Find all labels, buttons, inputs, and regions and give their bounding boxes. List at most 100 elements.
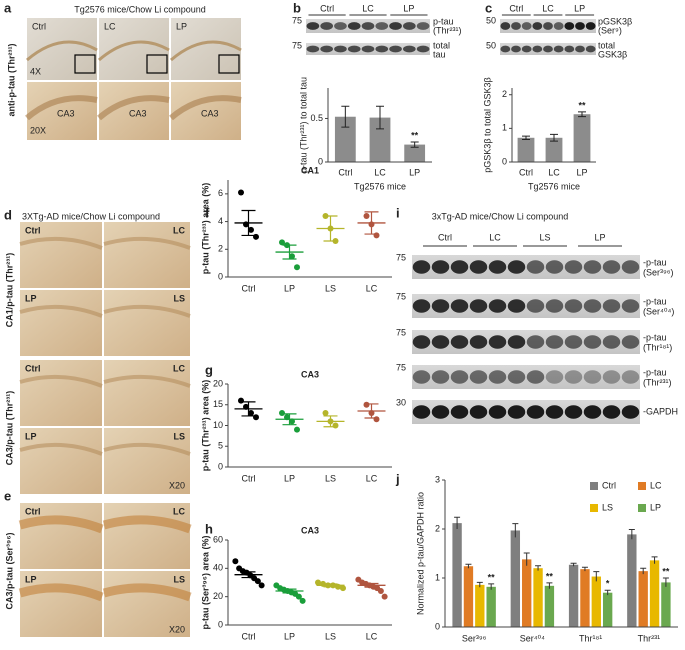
x-axis-label: Tg2576 mice: [354, 181, 406, 191]
data-point: [373, 416, 380, 423]
x-tick-label: LS: [325, 473, 336, 483]
data-point: [332, 422, 339, 429]
side-label: anti-p-tau (Thr²³¹): [6, 44, 16, 117]
y-tick-label: 5: [218, 441, 223, 451]
band-label: (Ser⁹): [598, 25, 622, 35]
marker: 75: [292, 15, 302, 25]
band: [602, 405, 621, 419]
data-point: [279, 239, 285, 246]
bar: [334, 116, 356, 162]
micrograph: [104, 360, 190, 426]
bar: [510, 530, 521, 627]
panel-label: e: [4, 488, 11, 503]
band-label: -p-tau: [643, 257, 667, 267]
band-label: -p-tau: [643, 367, 667, 377]
data-point: [299, 597, 306, 604]
lane-label: LP: [594, 232, 605, 242]
error-bar: [323, 215, 338, 242]
band: [621, 405, 640, 419]
significance: **: [546, 571, 554, 581]
region-label: CA3: [129, 108, 147, 118]
band: [545, 370, 564, 384]
group-label: LC: [173, 225, 185, 235]
panel-label: b: [293, 0, 301, 15]
x-tick-label: LP: [576, 167, 587, 177]
band: [583, 370, 602, 384]
error-bar: [578, 111, 586, 118]
y-axis-label: pGSK3β to total GSK3β: [482, 77, 492, 172]
data-point: [254, 578, 261, 585]
group-label: LS: [173, 574, 185, 584]
legend-label: Ctrl: [602, 480, 616, 490]
micrograph: [20, 360, 102, 426]
error-bar: [364, 403, 379, 419]
lane-label: LC: [489, 232, 501, 242]
x-tick-label: Thr²³¹: [638, 633, 661, 643]
error-bar: [364, 582, 379, 588]
blot: [412, 365, 640, 389]
band: [585, 45, 596, 53]
data-point: [315, 579, 321, 586]
error-bar: [282, 588, 297, 594]
blot: [412, 294, 640, 318]
band: [575, 22, 585, 30]
y-tick-label: 15: [213, 399, 223, 409]
band: [511, 22, 521, 30]
band: [431, 370, 450, 384]
band: [526, 335, 545, 349]
band: [564, 22, 575, 30]
side-label: CA1/p-tau (Thr²³¹): [4, 253, 14, 327]
lane-label: LS: [539, 232, 550, 242]
y-axis-label: p-tau (Ser³⁹⁶) area (%): [200, 536, 210, 630]
band: [564, 299, 583, 313]
x-tick-label: Ctrl: [519, 167, 533, 177]
bar: [517, 137, 535, 162]
band-label: (Thr²³¹): [433, 25, 462, 35]
band-label: -GAPDH: [643, 406, 678, 416]
band: [306, 45, 320, 53]
band: [553, 45, 564, 53]
error-bar: [465, 563, 472, 569]
y-tick-label: 20: [213, 591, 223, 601]
x-tick-label: LP: [284, 473, 295, 483]
group-label: LC: [173, 506, 185, 516]
data-point: [294, 264, 300, 271]
significance: **: [662, 566, 670, 576]
error-bar: [512, 523, 519, 538]
significance: **: [488, 572, 496, 582]
group-label: LS: [173, 431, 185, 441]
data-point: [279, 410, 285, 417]
y-tick-label: 0.5: [310, 113, 323, 123]
band-label: -p-tau: [643, 296, 667, 306]
error-bar: [476, 581, 483, 588]
band: [469, 299, 488, 313]
band: [488, 260, 507, 274]
band: [389, 22, 402, 30]
marker: 75: [396, 327, 406, 337]
band: [526, 299, 545, 313]
band: [583, 405, 602, 419]
data-point: [248, 410, 254, 417]
data-point: [289, 253, 295, 260]
error-bar: [570, 562, 577, 567]
error-bar: [651, 556, 658, 564]
band: [412, 260, 431, 274]
band: [526, 260, 545, 274]
bar: [649, 560, 660, 627]
band: [521, 22, 532, 30]
band: [564, 370, 583, 384]
micrograph: [104, 290, 190, 356]
band: [621, 335, 640, 349]
tissue: [25, 95, 98, 121]
data-point: [253, 414, 259, 421]
x-tick-label: LC: [366, 631, 378, 641]
y-tick-label: 0: [435, 621, 440, 631]
band: [488, 335, 507, 349]
band: [488, 299, 507, 313]
tissue: [103, 304, 191, 318]
band: [553, 22, 564, 30]
band: [306, 22, 320, 30]
band: [602, 335, 621, 349]
data-point: [322, 410, 329, 417]
band: [500, 45, 511, 53]
